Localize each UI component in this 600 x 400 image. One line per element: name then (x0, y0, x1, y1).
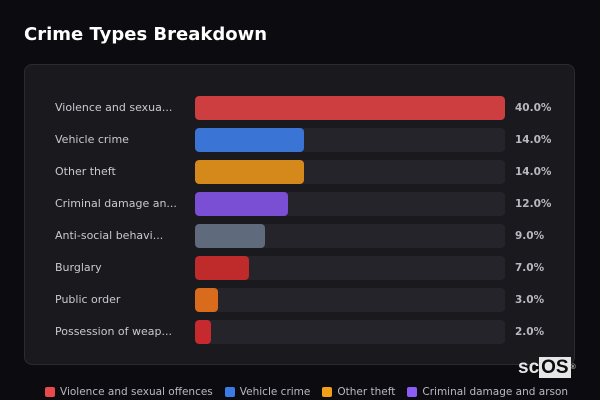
bar-fill[interactable] (195, 160, 304, 184)
bar-label: Vehicle crime (55, 133, 129, 146)
bar-track (195, 224, 505, 248)
bar-value: 7.0% (515, 262, 545, 274)
bar-fill[interactable] (195, 224, 265, 248)
bar-fill[interactable] (195, 128, 304, 152)
bar-label: Other theft (55, 165, 116, 178)
bar-row: Possession of weap... 2.0% (25, 320, 574, 344)
bar-track (195, 128, 505, 152)
bar-row: Criminal damage an... 12.0% (25, 192, 574, 216)
legend-swatch-icon (224, 387, 235, 397)
watermark-logo: sc OS ® (518, 357, 576, 378)
legend-item[interactable]: Criminal damage and arson (407, 386, 568, 398)
legend-swatch-icon (45, 387, 55, 397)
bar-fill[interactable] (195, 288, 219, 312)
bar-label: Public order (55, 293, 121, 306)
bar-fill[interactable] (195, 192, 288, 216)
bar-label: Possession of weap... (55, 325, 172, 338)
legend-item[interactable]: Violence and sexual offences (45, 386, 213, 398)
bar-fill[interactable] (195, 320, 211, 344)
bar-row: Vehicle crime 14.0% (25, 128, 574, 152)
watermark-prefix: sc (518, 357, 540, 378)
bar-fill[interactable] (195, 256, 250, 280)
legend-item[interactable]: Vehicle crime (224, 386, 311, 398)
bar-track (195, 96, 505, 120)
legend-label: Other theft (337, 386, 396, 398)
bar-label: Criminal damage an... (55, 197, 177, 210)
bar-value: 2.0% (515, 326, 545, 338)
chart-title: Crime Types Breakdown (24, 24, 268, 45)
watermark-boxed: OS (539, 357, 571, 378)
bar-track (195, 288, 505, 312)
bar-fill[interactable] (195, 96, 505, 120)
bar-label: Anti-social behavi... (55, 229, 164, 242)
legend-swatch-icon (407, 387, 418, 397)
bar-row: Burglary 7.0% (25, 256, 574, 280)
bar-label: Violence and sexua... (55, 101, 173, 114)
bar-track (195, 192, 505, 216)
legend-label: Violence and sexual offences (60, 386, 213, 398)
legend-label: Criminal damage and arson (422, 386, 569, 398)
bar-value: 9.0% (515, 230, 545, 242)
bar-value: 14.0% (515, 134, 552, 146)
legend-item[interactable]: Other theft (322, 386, 395, 398)
chart-panel: Violence and sexua... 40.0% Vehicle crime 1… (24, 64, 575, 365)
legend-swatch-icon (322, 387, 333, 397)
legend-label: Vehicle crime (239, 386, 311, 398)
bar-row: Public order 3.0% (25, 288, 574, 312)
bar-track (195, 256, 505, 280)
chart-legend: Violence and sexual offences Vehicle crim… (45, 386, 568, 398)
bar-row: Anti-social behavi... 9.0% (25, 224, 574, 248)
bar-value: 14.0% (515, 166, 552, 178)
bar-row: Violence and sexua... 40.0% (25, 96, 574, 120)
bar-row: Other theft 14.0% (25, 160, 574, 184)
bar-track (195, 160, 505, 184)
bar-value: 3.0% (515, 294, 545, 306)
bar-value: 12.0% (515, 198, 552, 210)
bar-label: Burglary (55, 261, 102, 274)
bar-track (195, 320, 505, 344)
registered-mark-icon: ® (570, 364, 576, 371)
bar-value: 40.0% (515, 102, 552, 114)
